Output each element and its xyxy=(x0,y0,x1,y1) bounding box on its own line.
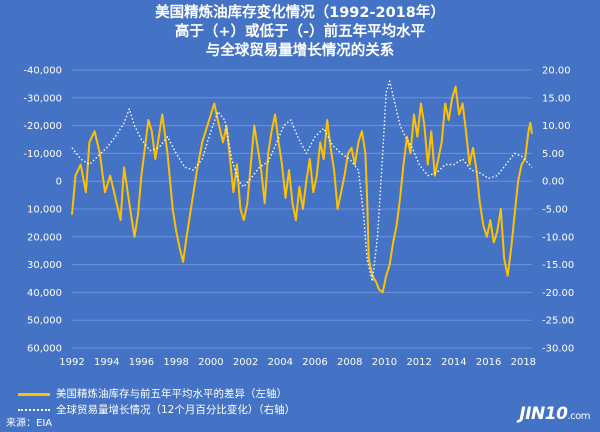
right-y-tick-label: -20.00 xyxy=(542,288,574,299)
x-tick-label: 2010 xyxy=(372,357,397,368)
right-y-tick-label: 10.00 xyxy=(542,121,571,132)
source-note: 来源：EIA xyxy=(6,418,53,429)
x-tick-label: 2018 xyxy=(511,357,536,368)
series-line-trade xyxy=(71,80,533,282)
logo-main: JIN10 xyxy=(519,404,568,424)
left-y-tick-label: 20,000 xyxy=(27,232,62,243)
x-tick-label: 2014 xyxy=(441,357,466,368)
left-y-tick-label: -30,000 xyxy=(23,93,62,104)
right-y-tick-label: -30.00 xyxy=(542,344,574,355)
legend-item-trade: 全球贸易量增长情况（12个月百分比变化）（右轴） xyxy=(18,402,295,418)
title-line-2: 高于（+）或低于（-）前五年平均水平 xyxy=(174,24,426,40)
series-line-inventory xyxy=(71,85,533,294)
left-y-tick-label: 40,000 xyxy=(27,288,62,299)
left-y-tick-label: 10,000 xyxy=(27,205,62,216)
x-tick-label: 2000 xyxy=(198,357,223,368)
right-y-tick-label: 5.00 xyxy=(542,149,564,160)
legend-swatch-solid xyxy=(18,392,50,396)
right-y-tick-label: -25.00 xyxy=(542,316,574,327)
right-y-tick-label: -5.00 xyxy=(542,205,568,216)
left-y-tick-label: -40,000 xyxy=(23,66,62,77)
right-y-tick-label: -10.00 xyxy=(542,232,574,243)
legend-label-inventory: 美国精炼油库存与前五年平均水平的差异（左轴） xyxy=(56,388,287,400)
left-y-tick-label: 0 xyxy=(56,177,62,188)
x-tick-label: 1992 xyxy=(59,357,84,368)
left-y-tick-label: 30,000 xyxy=(27,260,62,271)
chart-title: 美国精炼油库存变化情况（1992-2018年） 高于（+）或低于（-）前五年平均… xyxy=(0,4,600,61)
x-axis: 1992 1994 1996 1998 2000 2002 2004 2006 2008 2010… xyxy=(59,357,536,368)
legend-label-trade: 全球贸易量增长情况（12个月百分比变化）（右轴） xyxy=(56,404,296,416)
jin10-logo: JIN10.com xyxy=(519,404,590,424)
title-line-1: 美国精炼油库存变化情况（1992-2018年） xyxy=(155,5,445,21)
legend: 美国精炼油库存与前五年平均水平的差异（左轴） 全球贸易量增长情况（12个月百分比… xyxy=(18,386,295,418)
x-tick-label: 1996 xyxy=(129,357,154,368)
right-y-tick-label: 15.00 xyxy=(542,93,571,104)
title-line-3: 与全球贸易量增长情况的关系 xyxy=(205,43,395,59)
x-tick-label: 1994 xyxy=(94,357,119,368)
left-y-tick-label: 60,000 xyxy=(27,344,62,355)
legend-swatch-dotted xyxy=(18,409,50,411)
right-y-tick-label: 20.00 xyxy=(542,66,571,77)
x-tick-label: 2004 xyxy=(268,357,293,368)
x-tick-label: 2016 xyxy=(476,357,501,368)
legend-item-inventory: 美国精炼油库存与前五年平均水平的差异（左轴） xyxy=(18,386,295,402)
right-y-tick-label: 0.00 xyxy=(542,177,564,188)
right-y-tick-label: -15.00 xyxy=(542,260,574,271)
x-tick-label: 2002 xyxy=(233,357,258,368)
x-tick-label: 2006 xyxy=(302,357,327,368)
right-y-axis: 20.00 15.00 10.00 5.00 0.00 -5.00 -10.00 -15.00… xyxy=(542,66,574,355)
series-lines xyxy=(71,80,533,294)
gridlines xyxy=(72,69,532,349)
left-y-tick-label: -10,000 xyxy=(23,149,62,160)
x-tick-label: 2008 xyxy=(337,357,362,368)
left-y-axis: -40,000 -30,000 -20,000 -10,000 0 10,000 20,00… xyxy=(23,66,62,355)
left-y-tick-label: -20,000 xyxy=(23,121,62,132)
left-y-tick-label: 50,000 xyxy=(27,316,62,327)
logo-suffix: .com xyxy=(567,411,590,422)
x-tick-label: 2012 xyxy=(406,357,431,368)
x-tick-label: 1998 xyxy=(163,357,188,368)
